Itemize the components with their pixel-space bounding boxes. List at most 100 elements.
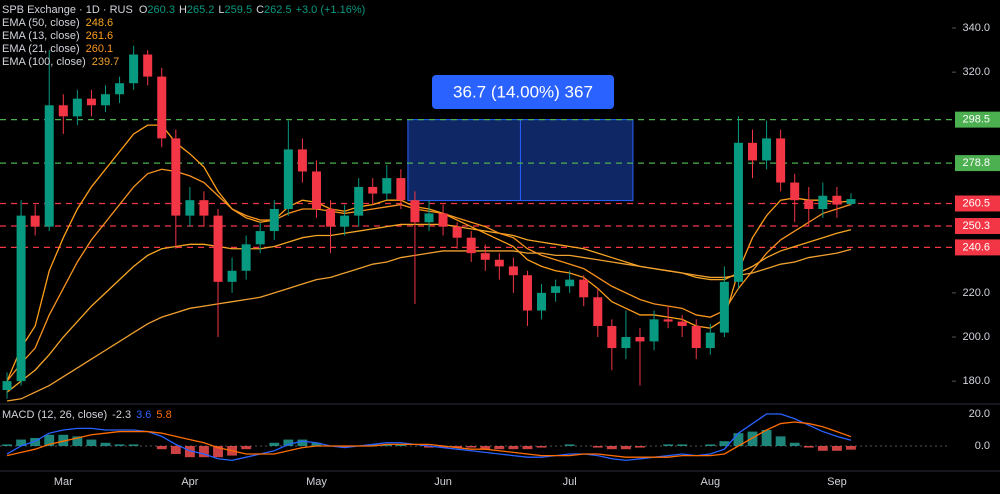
macd-histogram-bar [452,445,463,448]
macd-legend: MACD (12, 26, close) -2.3 3.6 5.8 [2,409,172,421]
candle-body [199,200,209,216]
macd-histogram-bar [438,445,448,448]
candle-body [635,337,645,342]
candle-body [733,142,743,282]
ohlc-value: 260.3 [147,4,175,16]
macd-histogram-bar [635,445,645,448]
macd-histogram-bar [522,445,533,450]
x-tick-label: Jul [563,476,577,488]
macd-histogram-bar [16,439,27,446]
candle-body [410,200,420,223]
macd-histogram-bar [789,442,800,446]
y-tick-label: 340.0 [962,22,990,34]
candle-body [649,319,659,342]
macd-histogram-bar [620,445,631,450]
candle-body [311,171,321,210]
macd-histogram-bar [100,442,111,446]
macd-histogram-bar [733,433,744,446]
legend-value: 260.1 [86,43,114,55]
candle-body [241,244,251,271]
macd-histogram-bar [466,445,477,448]
ohlc-label: O [139,4,148,16]
macd-histogram-bar [606,445,617,450]
macd-histogram-bar [86,439,97,446]
level-label: 240.6 [962,241,990,253]
level-label-box [955,195,1000,212]
macd-histogram-bar [536,445,547,448]
level-label: 250.3 [962,220,990,232]
candle-body [44,105,54,227]
macd-histogram-bar [156,445,167,450]
ohlc-value: 259.5 [225,4,253,16]
candle-body [382,178,392,194]
candle-body [551,286,561,293]
candle-body [354,186,364,216]
candle-body [466,237,476,254]
ohlc-label: H [179,4,187,16]
macd-histogram-bar [508,445,519,450]
x-tick-label: Apr [181,476,198,488]
candle-body [790,182,800,201]
legend-name: EMA (21, close) [2,43,80,55]
candle-body [579,279,589,298]
macd-histogram-bar [199,445,209,458]
candle-body [818,195,828,210]
candle-body [227,270,237,282]
candle-body [804,200,814,210]
candle-body [368,186,378,194]
macd-name: MACD (12, 26, close) [2,409,107,421]
macd-histogram-bar [311,442,322,446]
macd-histogram-bar [494,445,505,450]
candle-body [30,215,40,227]
candle-body [776,138,786,183]
macd-histogram-bar [170,445,181,454]
legend-entry: EMA (21, close) 260.1 [2,43,113,55]
macd-histogram-bar [831,445,842,451]
candle-body [58,105,68,117]
macd-histogram-bar [395,444,406,446]
macd-histogram-bar [283,439,294,446]
candle-body [607,325,617,349]
macd-histogram-bar [705,444,716,446]
macd-histogram-bar [424,445,434,448]
macd-histogram-bar [72,436,83,446]
level-label-box [955,217,1000,234]
ema-line [6,248,852,402]
candle-body [269,209,279,232]
candle-body [565,279,575,287]
measure-label-box [432,75,614,109]
candle-body [72,98,82,117]
candle-body [452,226,462,238]
macd-histogram-bar [58,434,69,446]
candle-body [719,281,729,333]
ohlc-label: C [256,4,264,16]
candle-body [705,332,715,349]
candle-body [283,149,293,210]
candle-body [494,259,504,267]
header: SPB Exchange · 1D · RUS O260.3 H265.2 L259.… [2,4,365,16]
candle-body [508,266,518,276]
legend-value: 239.7 [92,56,120,68]
y-tick-label: 200.0 [962,331,990,343]
macd-histogram-bar [114,444,125,446]
macd-histogram-bar [480,445,491,450]
macd-value: 5.8 [156,409,171,421]
candle-body [748,142,758,161]
macd-tick-label: 0.0 [975,440,990,452]
macd-histogram-bar [817,445,828,451]
macd-histogram-bar [775,436,786,446]
x-tick-label: Sep [827,476,847,488]
macd-histogram-bar [339,445,350,448]
macd-histogram-bar [747,431,758,446]
macd-histogram-bar [761,429,772,446]
macd-histogram-bar [184,445,195,458]
x-tick-label: May [306,476,327,488]
candle-body [255,231,265,245]
macd-histogram-bar [128,444,139,446]
x-tick-label: Aug [701,476,721,488]
candle-body [593,297,603,326]
macd-value: -2.3 [112,409,131,421]
candle-body [129,54,139,84]
macd-tick-label: 20.0 [969,408,990,420]
